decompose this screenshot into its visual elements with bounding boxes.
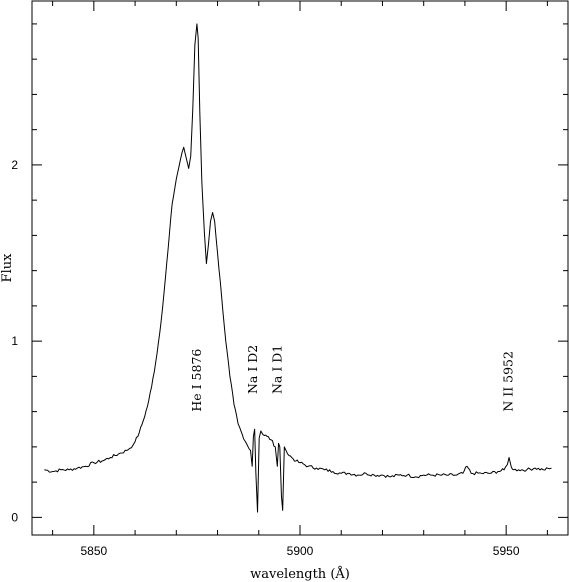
y-tick-label: 0 (11, 510, 18, 524)
tick-labels-group: 5850 5900 5950 0 1 2 (11, 158, 520, 558)
y-tick-label: 1 (11, 334, 18, 348)
x-axis-label: wavelength (Å) (250, 566, 350, 582)
line-annotation: N II 5952 (500, 351, 515, 412)
line-annotation: Na I D2 (245, 345, 260, 394)
y-axis-label: Flux (0, 253, 15, 283)
x-tick-label: 5900 (287, 544, 314, 558)
line-annotation: Na I D1 (269, 345, 284, 394)
axis-ticks-group (32, 1, 568, 535)
line-annotation: He I 5876 (189, 349, 204, 412)
plot-frame-group (31, 0, 569, 536)
y-tick-label: 2 (11, 158, 18, 172)
x-tick-label: 5950 (493, 544, 520, 558)
annotations-group: He I 5876 Na I D2 Na I D1 N II 5952 (189, 345, 515, 412)
series-group (44, 23, 552, 513)
plot-frame (31, 0, 569, 536)
x-tick-label: 5850 (80, 544, 107, 558)
spectrum-line (44, 23, 552, 513)
